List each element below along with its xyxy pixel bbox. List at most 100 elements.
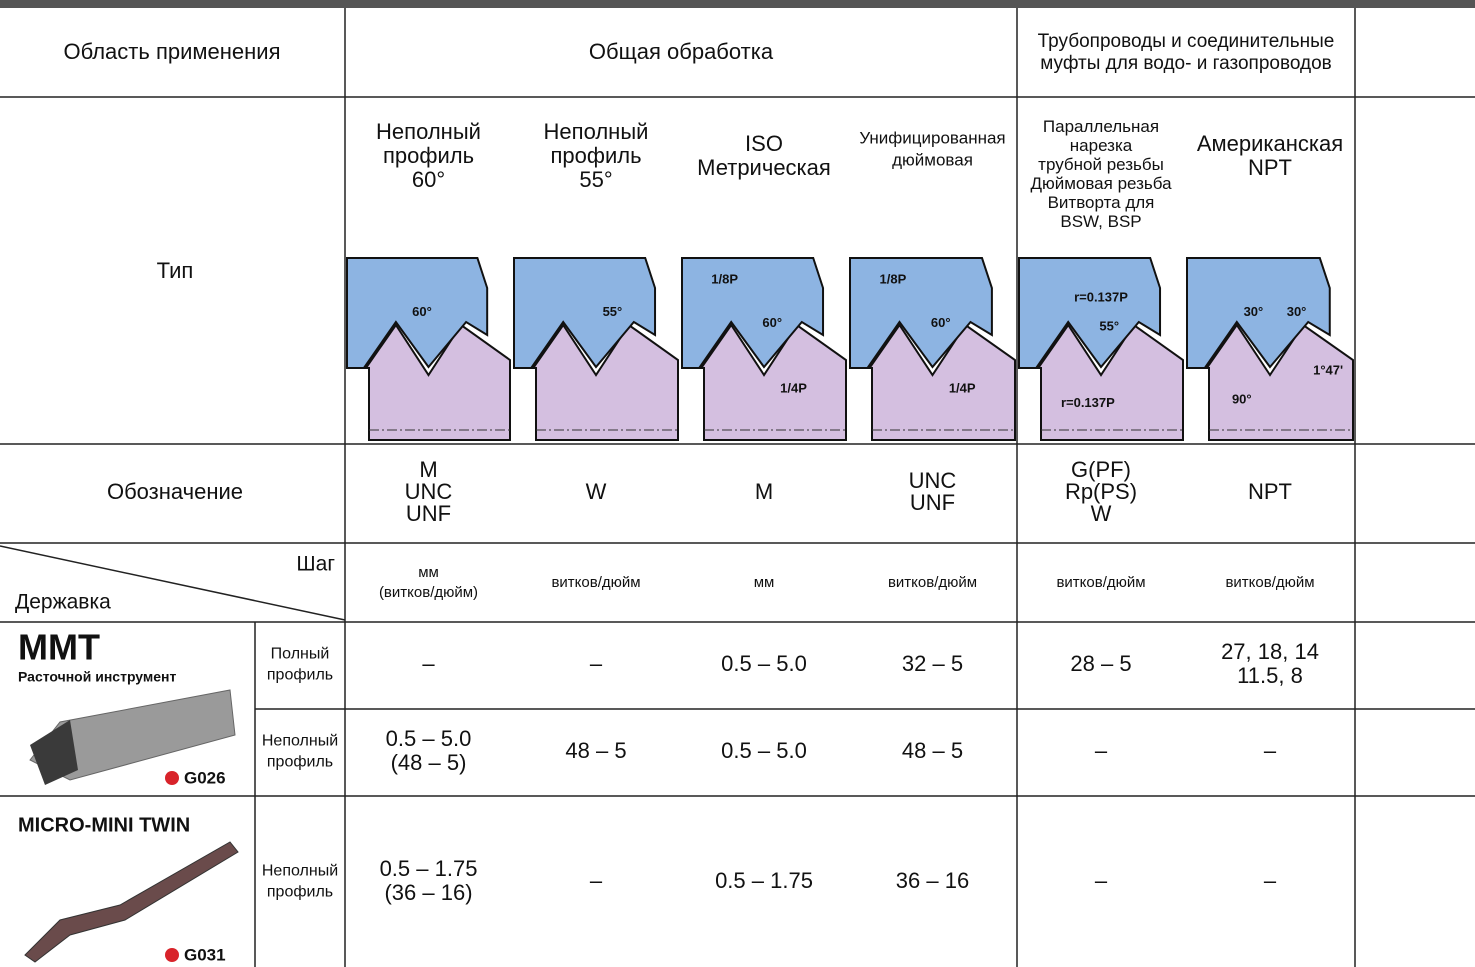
type-text: Американская bbox=[1197, 131, 1343, 156]
holder-image bbox=[24, 689, 239, 963]
designation: UNC bbox=[909, 468, 957, 493]
row-label: Обозначение bbox=[107, 479, 243, 504]
tool bbox=[513, 257, 657, 369]
diagram-label: 60° bbox=[412, 304, 432, 319]
pitch-range: 0.5 – 5.0 bbox=[721, 651, 807, 676]
page-ref: G026 bbox=[184, 768, 226, 787]
pitch-range: – bbox=[1095, 738, 1108, 763]
pitch-range: – bbox=[590, 651, 603, 676]
profile-label: профиль bbox=[267, 884, 333, 901]
tool bbox=[849, 257, 993, 369]
type-text: профиль bbox=[550, 143, 641, 168]
profile-label: профиль bbox=[267, 667, 333, 684]
workpiece bbox=[699, 323, 847, 441]
pitch-range: 0.5 – 5.0 bbox=[721, 738, 807, 763]
profile-label: Неполный bbox=[262, 733, 338, 750]
pitch-range: – bbox=[590, 868, 603, 893]
type-text: профиль bbox=[383, 143, 474, 168]
pitch-range: 32 – 5 bbox=[902, 651, 963, 676]
designation: UNC bbox=[405, 479, 453, 504]
designation: UNF bbox=[910, 490, 955, 515]
type-text: Унифицированная bbox=[859, 128, 1005, 147]
type-text: Неполный bbox=[376, 119, 481, 144]
pitch-range: 48 – 5 bbox=[565, 738, 626, 763]
pitch-unit: мм bbox=[754, 574, 775, 591]
header-label: Область применения bbox=[64, 39, 281, 64]
type-text: 55° bbox=[579, 167, 612, 192]
pitch-range: 0.5 – 1.75 bbox=[715, 868, 813, 893]
type-text: Параллельная bbox=[1043, 117, 1159, 136]
type-text: нарезка bbox=[1070, 136, 1133, 155]
profile-label: Полный bbox=[271, 646, 330, 663]
tool bbox=[1186, 257, 1331, 369]
workpiece bbox=[867, 323, 1016, 441]
diagram-label: 90° bbox=[1232, 391, 1252, 406]
holder-label: Державка bbox=[15, 591, 111, 614]
type-text: Неполный bbox=[544, 119, 649, 144]
diagram-label: 30° bbox=[1244, 304, 1264, 319]
type-text: ISO bbox=[745, 131, 783, 156]
holder-name: MMT bbox=[18, 627, 100, 668]
type-text: BSW, BSP bbox=[1060, 212, 1141, 231]
type-text: трубной резьбы bbox=[1038, 155, 1164, 174]
diagram-label: 30° bbox=[1287, 304, 1307, 319]
type-text: Дюймовая резьба bbox=[1030, 174, 1172, 193]
header-label: Трубопроводы и соединительные bbox=[1038, 31, 1335, 52]
tool bbox=[681, 257, 825, 369]
type-text: Витворта для bbox=[1048, 193, 1155, 212]
pitch-range: (48 – 5) bbox=[391, 750, 467, 775]
grid bbox=[0, 8, 1475, 967]
pitch-range: – bbox=[422, 651, 435, 676]
holder-subtitle: Расточной инструмент bbox=[18, 669, 177, 685]
pitch-range: 36 – 16 bbox=[896, 868, 969, 893]
diagram-label: 1/8P bbox=[880, 271, 907, 286]
diagram-label: 55° bbox=[603, 304, 623, 319]
pitch-range: 0.5 – 5.0 bbox=[386, 726, 472, 751]
profile-label: профиль bbox=[267, 754, 333, 771]
diagram-label: 55° bbox=[1099, 319, 1119, 334]
tool bbox=[1018, 257, 1162, 369]
designation: G(PF) bbox=[1071, 457, 1131, 482]
workpiece bbox=[363, 323, 511, 441]
type-text: дюймовая bbox=[892, 150, 973, 169]
pitch-range: – bbox=[1264, 868, 1277, 893]
diagram-label: 1°47' bbox=[1313, 362, 1343, 377]
pitch-range: 11.5, 8 bbox=[1237, 663, 1303, 688]
pitch-unit: (витков/дюйм) bbox=[379, 584, 478, 601]
pitch-range: 0.5 – 1.75 bbox=[380, 856, 478, 881]
designation: M bbox=[755, 479, 773, 504]
pitch-unit: витков/дюйм bbox=[1056, 574, 1145, 591]
pitch-range: 48 – 5 bbox=[902, 738, 963, 763]
workpiece bbox=[1204, 323, 1354, 441]
type-text: Метрическая bbox=[697, 155, 831, 180]
holder-name: MICRO-MINI TWIN bbox=[18, 814, 190, 836]
diagram-label: 1/4P bbox=[780, 380, 807, 395]
diagram-label: 1/8P bbox=[711, 271, 738, 286]
diagram-label: 60° bbox=[762, 315, 782, 330]
diagram-label: 1/4P bbox=[949, 380, 976, 395]
pitch-unit: мм bbox=[418, 564, 439, 581]
pitch-range: 27, 18, 14 bbox=[1221, 639, 1319, 664]
pitch-range: 28 – 5 bbox=[1070, 651, 1131, 676]
diagram-label: 60° bbox=[931, 315, 951, 330]
pitch-unit: витков/дюйм bbox=[888, 574, 977, 591]
pitch-range: (36 – 16) bbox=[384, 880, 472, 905]
pitch-unit: витков/дюйм bbox=[1225, 574, 1314, 591]
pitch-range: – bbox=[1264, 738, 1277, 763]
designation: UNF bbox=[406, 501, 451, 526]
header-label: муфты для водо- и газопроводов bbox=[1040, 53, 1331, 74]
header-label: Общая обработка bbox=[589, 39, 774, 64]
pitch-unit: витков/дюйм bbox=[551, 574, 640, 591]
designation: Rp(PS) bbox=[1065, 479, 1137, 504]
designation: M bbox=[419, 457, 437, 482]
workpiece bbox=[1036, 323, 1184, 441]
profile-label: Неполный bbox=[262, 863, 338, 880]
tool bbox=[346, 257, 489, 369]
designation: W bbox=[1091, 501, 1112, 526]
type-text: 60° bbox=[412, 167, 445, 192]
diagram-label: r=0.137P bbox=[1074, 289, 1128, 304]
top-bar bbox=[0, 0, 1475, 8]
workpiece bbox=[531, 323, 679, 441]
designation: NPT bbox=[1248, 479, 1292, 504]
